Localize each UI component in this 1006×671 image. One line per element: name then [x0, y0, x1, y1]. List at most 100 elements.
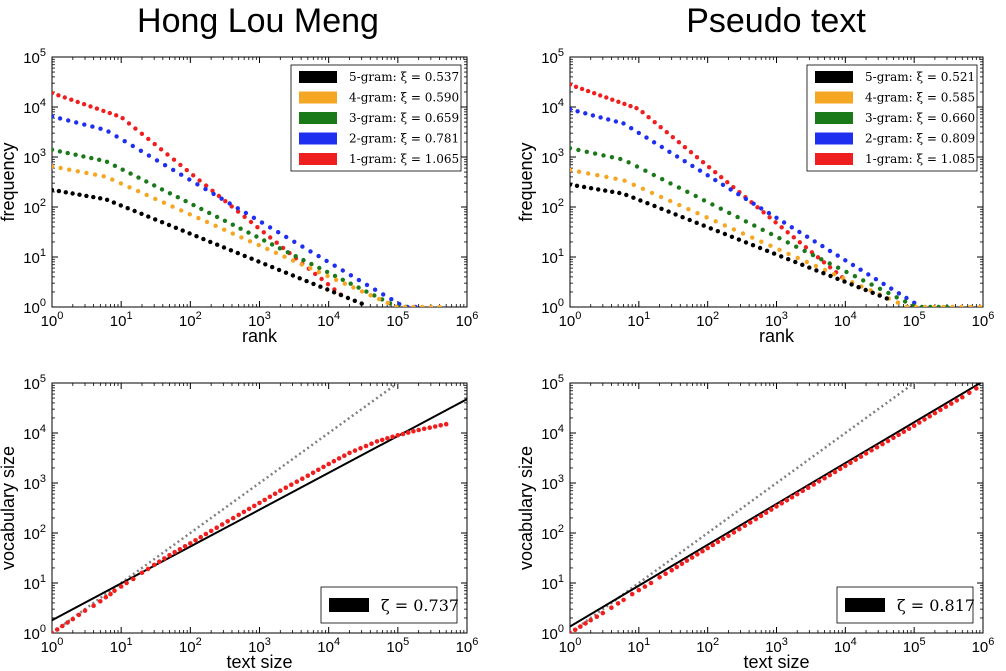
heaps-hlm-point [252, 503, 257, 509]
rank-hlm-point-3-gram [159, 187, 165, 192]
rank-pseudo-point-3-gram [861, 278, 866, 283]
heaps-hlm-point [124, 580, 129, 586]
rank-pseudo-point-3-gram [618, 156, 623, 162]
heaps-hlm-point [326, 461, 332, 467]
heaps-pseudo-legend-label: ζ = 0.817 [897, 596, 975, 615]
heaps-hlm-point [139, 570, 145, 576]
rank-pseudo-point-1-gram [573, 84, 579, 90]
rank-pseudo-point-3-gram [743, 219, 749, 224]
rank-hlm-series-3-gram [52, 147, 408, 307]
rank-hlm-point-3-gram [356, 285, 361, 290]
rank-pseudo-point-2-gram [889, 286, 894, 291]
rank-hlm-point-1-gram [268, 235, 273, 240]
heaps-hlm-xtick-label: 102 [179, 636, 202, 656]
rank-pseudo-point-1-gram [688, 150, 694, 155]
rank-pseudo-legend-swatch-2-gram [815, 132, 853, 145]
heaps-pseudo-ytick-label: 101 [541, 573, 564, 593]
rank-pseudo-point-1-gram [664, 130, 669, 135]
heaps-hlm-point [300, 476, 305, 482]
rank-hlm-legend-swatch-5-gram [299, 71, 337, 83]
rank-pseudo-point-3-gram [802, 248, 807, 254]
rank-pseudo-point-5-gram [771, 251, 777, 256]
rank-pseudo-point-5-gram [715, 229, 720, 234]
rank-hlm-point-5-gram [166, 222, 172, 228]
rank-hlm-point-4-gram [161, 200, 167, 205]
rank-hlm-legend-label-3-gram: 3-gram: ξ = 0.659 [349, 111, 459, 125]
rank-pseudo-point-1-gram [719, 175, 724, 180]
rank-pseudo-point-4-gram [677, 202, 682, 208]
heaps-pseudo-point [710, 542, 716, 548]
rank-hlm-point-4-gram [273, 250, 279, 255]
rank-pseudo-point-1-gram [616, 99, 621, 105]
rank-pseudo-point-5-gram [659, 206, 664, 211]
rank-hlm-point-2-gram [292, 239, 297, 244]
rank-hlm-point-2-gram [195, 182, 200, 187]
rank-hlm-point-1-gram [69, 97, 74, 102]
rank-pseudo-point-1-gram [634, 106, 639, 111]
rank-hlm-series-4-gram [52, 164, 442, 307]
rank-hlm-point-1-gram [120, 116, 125, 121]
heaps-hlm-point [316, 467, 321, 473]
rank-pseudo-point-5-gram [842, 279, 847, 284]
rank-pseudo-point-3-gram [609, 155, 615, 160]
rank-pseudo-point-4-gram [795, 255, 800, 261]
heaps-pseudo-point [949, 401, 954, 406]
rank-hlm-point-4-gram [394, 304, 399, 307]
heaps-pseudo-point [769, 507, 774, 512]
rank-pseudo-point-4-gram [740, 231, 746, 236]
rank-pseudo-point-3-gram [768, 231, 774, 237]
heaps-hlm-point [182, 544, 188, 549]
heaps-pseudo-point [853, 457, 858, 463]
heaps-pseudo-point [669, 567, 674, 573]
rank-hlm-point-1-gram [248, 219, 254, 225]
rank-hlm-xtick-label: 100 [41, 310, 64, 330]
rank-pseudo-point-2-gram [881, 281, 886, 287]
heaps-hlm-point [65, 620, 70, 625]
rank-pseudo-point-1-gram [598, 93, 603, 98]
rank-pseudo-point-1-gram [791, 235, 796, 240]
rank-pseudo-point-4-gram [923, 304, 928, 307]
heaps-hlm-point [310, 470, 316, 476]
rank-pseudo-point-1-gram [815, 255, 821, 260]
rank-hlm-point-1-gram [197, 178, 202, 183]
rank-pseudo-point-2-gram [674, 154, 680, 159]
heaps-pseudo-point [679, 561, 685, 567]
rank-pseudo-point-2-gram [736, 192, 741, 197]
heaps-pseudo-ytick-label: 100 [541, 623, 564, 643]
rank-hlm-point-3-gram [269, 242, 275, 247]
rank-hlm-point-3-gram [238, 226, 243, 231]
rank-pseudo-point-4-gram [649, 190, 655, 196]
rank-hlm-point-5-gram [215, 242, 220, 247]
rank-pseudo-point-3-gram [752, 223, 757, 228]
heaps-pseudo-point [816, 479, 822, 484]
rank-hlm-point-3-gram [230, 222, 235, 227]
rank-hlm-point-2-gram [154, 158, 160, 163]
rank-hlm-point-1-gram [88, 104, 93, 109]
rank-pseudo-point-1-gram [779, 225, 784, 230]
rank-hlm-point-5-gram [304, 278, 309, 284]
heaps-pseudo-point [615, 601, 621, 606]
rank-pseudo-point-1-gram [570, 82, 573, 87]
heaps-hlm-point [208, 528, 214, 534]
rank-hlm-point-3-gram [332, 273, 338, 279]
rank-hlm-point-3-gram [293, 254, 298, 259]
rank-hlm-point-5-gram [249, 256, 254, 261]
rank-hlm-point-3-gram [112, 163, 118, 168]
rank-pseudo-point-4-gram [977, 304, 983, 307]
rank-pseudo-point-1-gram [713, 170, 718, 175]
rank-hlm-point-4-gram [196, 215, 201, 221]
rank-hlm-point-3-gram [191, 202, 196, 208]
rank-pseudo-series-3-gram [570, 146, 950, 307]
rank-pseudo-point-4-gram [913, 304, 919, 307]
rank-hlm-point-1-gram [152, 141, 157, 147]
rank-pseudo-point-2-gram [751, 201, 756, 206]
rank-pseudo-legend-label-2-gram: 2-gram: ξ = 0.809 [865, 132, 975, 146]
rank-hlm-point-5-gram [153, 217, 158, 222]
heaps-hlm-point [151, 562, 157, 568]
rank-hlm-point-2-gram [340, 268, 345, 273]
rank-hlm-point-2-gram [130, 143, 135, 149]
rank-hlm-point-2-gram [259, 220, 265, 225]
rank-pseudo-point-2-gram [651, 140, 657, 145]
rank-pseudo-point-2-gram [659, 144, 664, 150]
rank-hlm-point-5-gram [345, 295, 351, 301]
